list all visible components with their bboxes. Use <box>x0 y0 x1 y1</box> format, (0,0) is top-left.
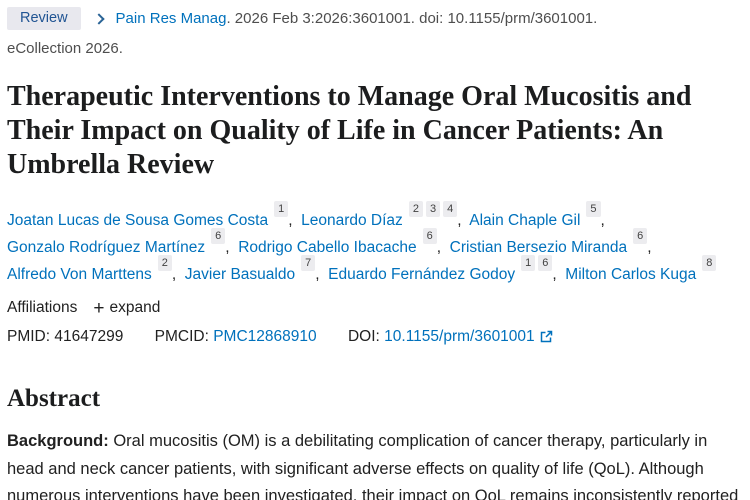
author-link[interactable]: Joatan Lucas de Sousa Gomes Costa <box>7 212 269 229</box>
author: Gonzalo Rodríguez Martínez 6, <box>7 227 239 256</box>
author-separator: , <box>315 266 329 283</box>
author-separator: , <box>288 212 302 229</box>
affiliation-superscript[interactable]: 2 <box>157 254 172 271</box>
author-separator: , <box>600 212 610 229</box>
author: Joatan Lucas de Sousa Gomes Costa 1, <box>7 200 302 229</box>
author-link[interactable]: Milton Carlos Kuga <box>565 266 697 283</box>
author-link[interactable]: Cristian Bersezio Miranda <box>449 239 628 256</box>
authors-list: Joatan Lucas de Sousa Gomes Costa 1, Leon… <box>7 200 742 288</box>
affiliation-superscript[interactable]: 8 <box>702 254 717 271</box>
author-separator: , <box>171 266 185 283</box>
affiliation-superscript[interactable]: 2 <box>408 200 423 217</box>
abstract-background-label: Background: <box>7 432 109 450</box>
affiliations-row: Affiliations + expand <box>7 297 742 319</box>
affiliation-superscript[interactable]: 1 <box>274 200 289 217</box>
abstract-heading: Abstract <box>7 385 101 412</box>
author: Leonardo Díaz 2 3 4, <box>301 200 470 229</box>
affiliation-superscript[interactable]: 5 <box>586 200 601 217</box>
author-separator: , <box>647 239 656 256</box>
author: Javier Basualdo 7, <box>184 254 329 283</box>
author-link[interactable]: Gonzalo Rodríguez Martínez <box>7 239 206 256</box>
publication-type-badge: Review <box>7 7 81 30</box>
article-title: Therapeutic Interventions to Manage Oral… <box>7 81 692 180</box>
author-link[interactable]: Rodrigo Cabello Ibacache <box>238 239 417 256</box>
article-page: Review Pain Res Manag. 2026 Feb 3:2026:3… <box>7 7 742 500</box>
identifiers-row: PMID: 41647299 PMCID: PMC12868910 DOI: 1… <box>7 328 742 346</box>
affiliation-superscript[interactable]: 3 <box>425 200 441 217</box>
plus-icon: + <box>93 297 105 319</box>
external-link-icon <box>540 330 552 343</box>
citation-detail: . 2026 Feb 3:2026:3601001. doi: 10.1155/… <box>226 10 598 27</box>
affiliation-superscript[interactable]: 4 <box>443 200 458 217</box>
author: Cristian Bersezio Miranda 6, <box>449 227 656 256</box>
citation-line2: eCollection 2026. <box>7 40 123 57</box>
author-link[interactable]: Alain Chaple Gil <box>469 212 581 229</box>
abstract-background-text: Oral mucositis (OM) is a debilitating co… <box>7 432 739 500</box>
pmid-value: 41647299 <box>54 328 124 345</box>
author: Alain Chaple Gil 5, <box>469 200 610 229</box>
affiliation-superscript[interactable]: 6 <box>538 254 553 271</box>
doi-link[interactable]: 10.1155/prm/3601001 <box>384 328 553 345</box>
citation-text: Pain Res Manag. 2026 Feb 3:2026:3601001.… <box>116 10 598 27</box>
pmid-group: PMID: 41647299 <box>7 328 123 345</box>
expand-affiliations-button[interactable]: + expand <box>93 297 161 319</box>
author-link[interactable]: Javier Basualdo <box>184 266 296 283</box>
author-separator: , <box>225 239 239 256</box>
pmcid-group: PMCID: PMC12868910 <box>155 328 317 345</box>
author-separator: , <box>552 266 566 283</box>
affiliations-label: Affiliations <box>7 299 78 316</box>
affiliation-superscript[interactable]: 7 <box>301 254 316 271</box>
pmcid-label: PMCID: <box>154 328 209 345</box>
affiliation-superscript[interactable]: 1 <box>521 254 536 271</box>
affiliation-superscript[interactable]: 6 <box>211 227 226 244</box>
affiliation-superscript[interactable]: 6 <box>422 227 437 244</box>
author-separator: , <box>436 239 450 256</box>
author: Rodrigo Cabello Ibacache 6, <box>238 227 450 256</box>
author-link[interactable]: Leonardo Díaz <box>301 212 403 229</box>
author-separator: , <box>457 212 470 229</box>
chevron-right-icon <box>92 12 105 25</box>
author-link[interactable]: Alfredo Von Marttens <box>7 266 152 283</box>
author: Alfredo Von Marttens 2, <box>7 254 185 283</box>
author-link[interactable]: Eduardo Fernández Godoy <box>328 266 516 283</box>
affiliation-superscript[interactable]: 6 <box>633 227 648 244</box>
doi-label: DOI: <box>347 328 380 345</box>
pmid-label: PMID: <box>7 328 51 345</box>
doi-group: DOI: 10.1155/prm/3601001 <box>348 328 553 345</box>
author: Eduardo Fernández Godoy 1 6, <box>328 254 566 283</box>
author: Milton Carlos Kuga 8 <box>565 254 717 283</box>
citation-row: Review Pain Res Manag. 2026 Feb 3:2026:3… <box>7 7 742 30</box>
expand-label: expand <box>109 299 161 316</box>
abstract-paragraph: Background: Oral mucositis (OM) is a deb… <box>7 428 742 500</box>
journal-link[interactable]: Pain Res Manag <box>115 10 227 27</box>
pmcid-link[interactable]: PMC12868910 <box>213 328 317 345</box>
